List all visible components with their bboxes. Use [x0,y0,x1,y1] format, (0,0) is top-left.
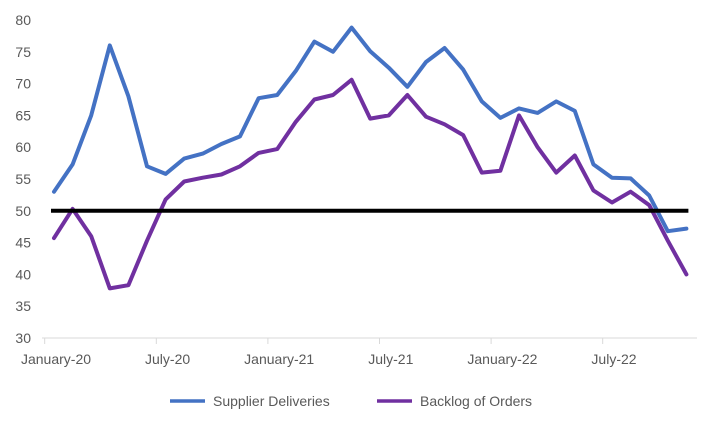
x-tick-label: January-20 [21,351,91,367]
y-tick-label: 75 [15,44,31,60]
y-tick-label: 80 [15,12,31,28]
y-tick-label: 30 [15,330,31,346]
y-tick-label: 40 [15,266,31,282]
legend: Supplier Deliveries Backlog of Orders [170,393,532,409]
y-tick-label: 35 [15,298,31,314]
y-tick-label: 60 [15,139,31,155]
x-tick-label: July-20 [145,351,190,367]
legend-label-backlog-of-orders: Backlog of Orders [420,393,532,409]
y-tick-label: 70 [15,76,31,92]
x-tick-label: January-21 [244,351,314,367]
series-line-supplier-deliveries [52,25,689,234]
x-tick-label: January-22 [467,351,537,367]
y-tick-label: 65 [15,107,31,123]
y-axis-labels: 30 35 40 45 50 55 60 65 70 75 80 [15,12,31,346]
y-tick-label: 55 [15,171,31,187]
x-tick-label: July-21 [368,351,413,367]
legend-label-supplier-deliveries: Supplier Deliveries [213,393,330,409]
series-lines [52,25,689,291]
x-axis: January-20 July-20 January-21 July-21 Januar… [21,337,697,367]
x-tick-label: July-22 [591,351,636,367]
y-tick-label: 45 [15,235,31,251]
series-line-backlog-of-orders [52,77,689,291]
y-tick-label: 50 [15,203,31,219]
